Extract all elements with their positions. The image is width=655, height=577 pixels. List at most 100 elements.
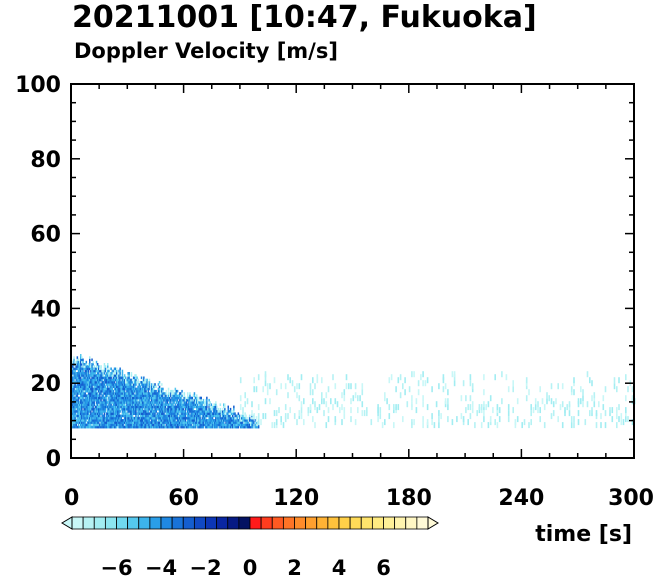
velocity-cell <box>145 407 147 411</box>
velocity-cell <box>201 419 204 422</box>
velocity-cell <box>206 419 208 422</box>
velocity-cell <box>149 392 152 395</box>
velocity-cell <box>113 419 116 422</box>
velocity-cell <box>104 398 107 402</box>
velocity-cell <box>108 407 110 411</box>
velocity-cell <box>422 401 424 408</box>
velocity-cell <box>113 425 116 429</box>
velocity-cell <box>104 396 107 400</box>
velocity-cell <box>73 378 75 382</box>
velocity-cell <box>90 381 92 384</box>
velocity-cell <box>107 407 109 411</box>
velocity-cell <box>161 401 163 404</box>
velocity-cell <box>73 356 75 359</box>
velocity-cell <box>175 421 178 424</box>
velocity-cell <box>158 387 161 391</box>
velocity-cell <box>175 398 178 402</box>
velocity-cell <box>586 371 589 378</box>
velocity-cell <box>102 410 104 413</box>
velocity-cell <box>196 416 198 420</box>
velocity-cell <box>255 386 258 393</box>
velocity-cell <box>192 425 195 429</box>
velocity-cell <box>143 396 145 400</box>
velocity-cell <box>241 425 243 429</box>
velocity-cell <box>161 387 163 391</box>
velocity-cell <box>229 421 232 424</box>
velocity-cell <box>118 421 120 424</box>
velocity-cell <box>171 412 173 415</box>
velocity-cell <box>121 407 124 411</box>
velocity-cell <box>573 416 575 423</box>
velocity-cell <box>201 423 204 427</box>
velocity-cell <box>162 398 164 402</box>
velocity-cell <box>90 425 92 429</box>
velocity-cell <box>216 423 218 427</box>
velocity-cell <box>113 407 116 411</box>
velocity-cell <box>209 416 211 420</box>
velocity-cell <box>152 407 154 411</box>
velocity-cell <box>92 405 94 409</box>
velocity-cell <box>111 405 113 409</box>
velocity-cell <box>170 398 172 402</box>
velocity-cell <box>162 419 164 422</box>
velocity-cell <box>212 405 215 409</box>
velocity-cell <box>85 387 88 391</box>
velocity-cell <box>154 407 156 411</box>
velocity-cell <box>227 405 229 409</box>
velocity-cell <box>139 423 142 427</box>
velocity-cell <box>146 416 148 420</box>
velocity-cell <box>438 383 440 390</box>
velocity-cell <box>171 389 173 393</box>
velocity-cell <box>260 419 262 426</box>
velocity-cell <box>235 425 237 429</box>
velocity-cell <box>246 421 249 424</box>
velocity-cell <box>105 392 108 395</box>
velocity-cell <box>113 387 116 391</box>
velocity-cell <box>245 419 247 422</box>
velocity-cell <box>93 387 95 391</box>
velocity-cell <box>114 410 117 413</box>
velocity-cell <box>149 412 152 415</box>
velocity-cell <box>386 398 388 405</box>
velocity-cell <box>523 419 526 426</box>
velocity-cell <box>210 423 213 427</box>
velocity-cell <box>543 404 546 411</box>
velocity-cell <box>194 403 197 406</box>
velocity-cell <box>89 381 91 384</box>
velocity-cell <box>117 385 119 388</box>
velocity-cell <box>114 394 117 397</box>
velocity-cell <box>303 398 305 405</box>
velocity-cell <box>230 421 233 424</box>
velocity-cell <box>99 387 101 391</box>
velocity-cell <box>253 421 255 424</box>
velocity-cell <box>103 410 106 413</box>
velocity-cell <box>154 396 156 400</box>
velocity-cell <box>215 410 217 413</box>
velocity-cell <box>173 423 175 427</box>
velocity-cell <box>80 369 82 373</box>
velocity-cell <box>120 392 122 395</box>
velocity-cell <box>552 410 555 417</box>
velocity-cell <box>219 421 222 424</box>
velocity-cell <box>157 392 160 395</box>
velocity-cell <box>80 423 82 427</box>
velocity-cell <box>183 396 186 400</box>
velocity-cell <box>95 398 98 402</box>
velocity-cell <box>111 396 113 400</box>
velocity-cell <box>193 410 196 413</box>
velocity-cell <box>167 425 170 429</box>
velocity-cell <box>116 387 118 391</box>
velocity-cell <box>96 405 99 409</box>
velocity-cell <box>125 376 127 380</box>
velocity-cell <box>137 414 139 418</box>
velocity-cell <box>120 383 122 386</box>
velocity-cell <box>129 414 132 418</box>
velocity-cell <box>178 403 180 406</box>
velocity-cell <box>80 416 82 420</box>
velocity-cell <box>118 389 120 393</box>
velocity-cell <box>218 419 220 422</box>
velocity-cell <box>147 385 150 388</box>
velocity-cell <box>99 394 101 397</box>
velocity-cell <box>72 392 74 395</box>
velocity-cell <box>134 387 136 391</box>
